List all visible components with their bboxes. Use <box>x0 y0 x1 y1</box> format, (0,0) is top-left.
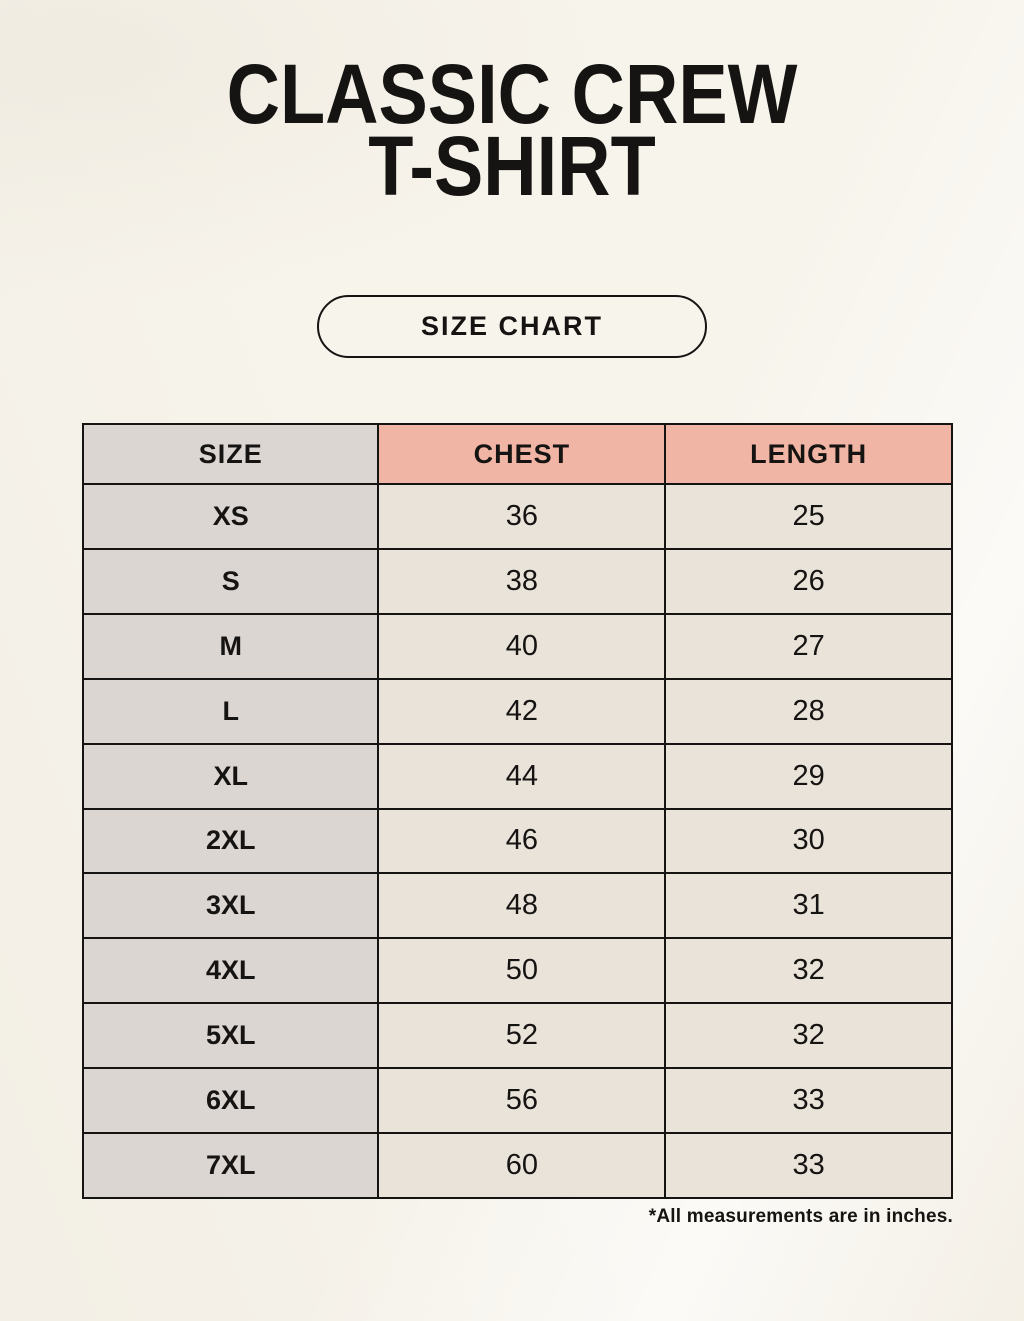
length-cell: 33 <box>664 1132 953 1199</box>
length-cell: 29 <box>664 742 953 810</box>
table-row: L 42 28 <box>81 677 953 745</box>
table-row: 2XL 46 30 <box>81 807 953 875</box>
size-cell: 4XL <box>81 937 380 1005</box>
table-row: XS 36 25 <box>81 483 953 550</box>
size-cell: 7XL <box>81 1132 380 1199</box>
table-row: 4XL 50 32 <box>81 937 953 1005</box>
size-cell: XS <box>81 483 380 550</box>
chest-cell: 44 <box>377 742 667 810</box>
table-row: 5XL 52 32 <box>81 1002 953 1070</box>
measurements-footnote: *All measurements are in inches. <box>648 1206 953 1227</box>
length-cell: 25 <box>664 483 953 550</box>
table-row: XL 44 29 <box>81 742 953 810</box>
product-title: CLASSIC CREW T-SHIRT <box>61 47 962 213</box>
size-cell: L <box>81 677 380 745</box>
table-row: 7XL 60 33 <box>81 1132 953 1199</box>
length-cell: 28 <box>664 677 953 745</box>
product-title-line2: T-SHIRT <box>368 119 656 213</box>
column-header-chest: CHEST <box>377 423 667 485</box>
chest-cell: 42 <box>377 677 667 745</box>
chest-cell: 46 <box>377 807 667 875</box>
chest-cell: 60 <box>377 1132 667 1199</box>
length-cell: 33 <box>664 1067 953 1135</box>
size-cell: M <box>81 612 380 680</box>
length-cell: 31 <box>664 872 953 940</box>
size-cell: 3XL <box>81 872 380 940</box>
size-cell: S <box>81 547 380 615</box>
size-cell: 5XL <box>81 1002 380 1070</box>
size-cell: 6XL <box>81 1067 380 1135</box>
length-cell: 32 <box>664 1002 953 1070</box>
chest-cell: 36 <box>377 483 667 550</box>
size-table: SIZE CHEST LENGTH XS 36 25 S 38 26 M 40 27 L 42 28 X… <box>81 423 953 1199</box>
chest-cell: 38 <box>377 547 667 615</box>
size-cell: XL <box>81 742 380 810</box>
length-cell: 26 <box>664 547 953 615</box>
chest-cell: 52 <box>377 1002 667 1070</box>
column-header-length: LENGTH <box>664 423 953 485</box>
chest-cell: 56 <box>377 1067 667 1135</box>
length-cell: 27 <box>664 612 953 680</box>
chest-cell: 50 <box>377 937 667 1005</box>
column-header-size: SIZE <box>81 423 380 485</box>
table-row: 3XL 48 31 <box>81 872 953 940</box>
chest-cell: 48 <box>377 872 667 940</box>
table-header-row: SIZE CHEST LENGTH <box>81 423 953 485</box>
size-chart-button[interactable]: SIZE CHART <box>317 295 707 358</box>
table-row: 6XL 56 33 <box>81 1067 953 1135</box>
table-row: S 38 26 <box>81 547 953 615</box>
length-cell: 30 <box>664 807 953 875</box>
length-cell: 32 <box>664 937 953 1005</box>
size-cell: 2XL <box>81 807 380 875</box>
product-title-line1: CLASSIC CREW <box>226 47 798 141</box>
table-row: M 40 27 <box>81 612 953 680</box>
chest-cell: 40 <box>377 612 667 680</box>
size-table-body: XS 36 25 S 38 26 M 40 27 L 42 28 XL 44 29 2XL 46 30 3XL 48 3… <box>81 483 953 1199</box>
